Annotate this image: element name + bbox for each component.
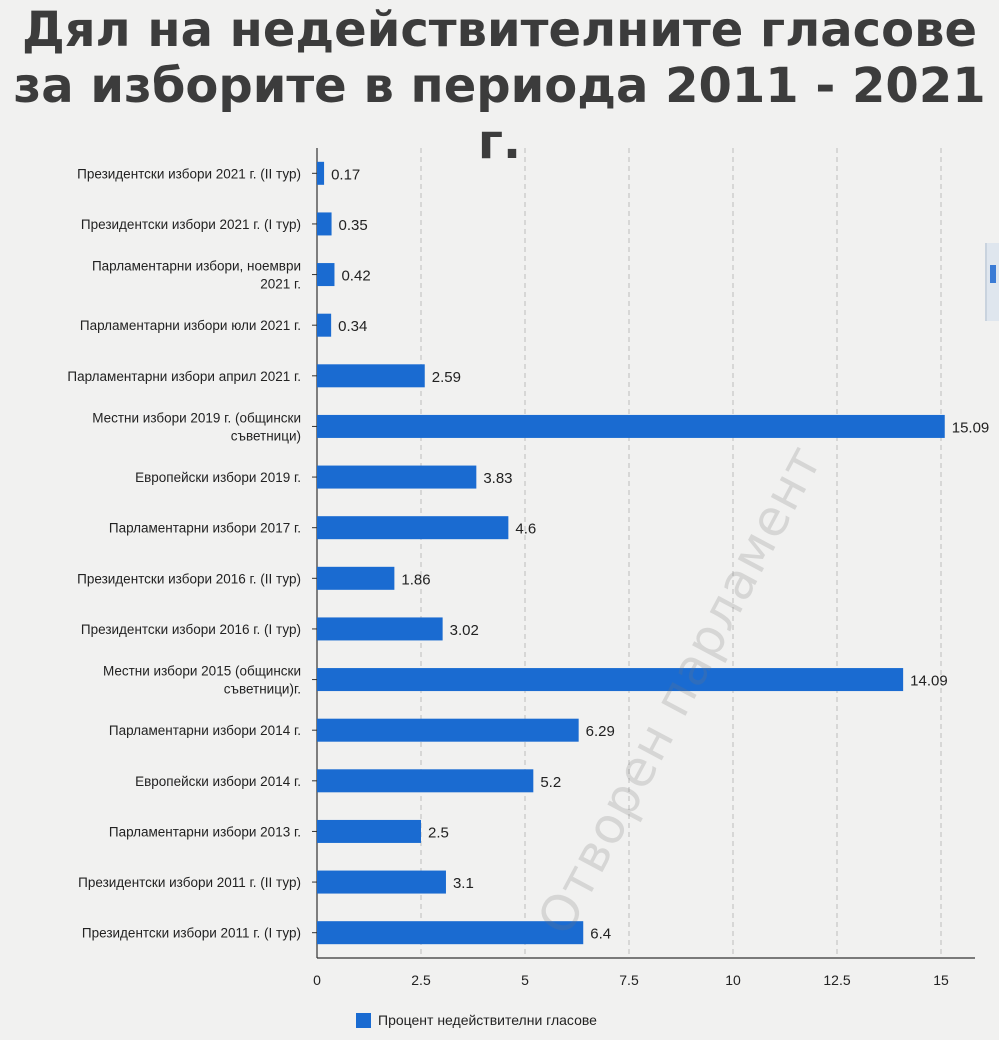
category-label: Парламентарни избори, ноември — [92, 259, 301, 274]
chart-title-line-1: Дял на недействителните гласове — [21, 2, 978, 58]
bar-value-label: 15.09 — [952, 419, 990, 436]
category-label: 2021 г. — [260, 277, 301, 292]
bar-value-label: 0.34 — [338, 318, 367, 335]
bar — [317, 769, 534, 793]
bar-value-label: 2.59 — [432, 369, 461, 386]
legend-swatch — [356, 1012, 371, 1028]
bar-value-label: 3.02 — [450, 622, 479, 639]
bar — [317, 263, 335, 287]
bar — [317, 718, 579, 742]
bar — [317, 212, 332, 236]
bar-value-label: 3.83 — [483, 470, 512, 487]
x-tick-label: 5 — [521, 972, 529, 988]
bar-value-label: 14.09 — [910, 673, 948, 690]
category-label: Президентски избори 2016 г. (I тур) — [81, 622, 301, 637]
side-panel-tab[interactable] — [985, 243, 999, 321]
bar — [317, 617, 443, 641]
bar — [317, 161, 325, 185]
x-tick-label: 2.5 — [411, 972, 431, 988]
bar-value-label: 6.29 — [586, 723, 615, 740]
category-label: Парламентарни избори 2014 г. — [109, 723, 301, 738]
bar-value-label: 1.86 — [401, 571, 430, 588]
legend: Процент недействителни гласове — [356, 1012, 597, 1028]
bar — [317, 921, 584, 945]
bar-value-label: 0.35 — [339, 217, 368, 234]
category-label: Президентски избори 2016 г. (II тур) — [77, 571, 301, 586]
x-tick-label: 7.5 — [619, 972, 639, 988]
bar — [317, 313, 332, 337]
bar-value-label: 0.42 — [341, 268, 370, 285]
bar — [317, 819, 421, 843]
bar — [317, 566, 395, 590]
category-label: Европейски избори 2019 г. — [135, 470, 301, 485]
chart-title: Дял на недействителните гласове за избор… — [0, 2, 999, 170]
category-label: Европейски избори 2014 г. — [135, 774, 301, 789]
bar — [317, 414, 945, 438]
x-tick-label: 12.5 — [823, 972, 850, 988]
bar-value-label: 5.2 — [540, 774, 561, 791]
category-label: Парламентарни избори 2017 г. — [109, 521, 301, 536]
category-label: Президентски избори 2021 г. (I тур) — [81, 217, 301, 232]
bar — [317, 516, 509, 540]
category-label: Президентски избори 2011 г. (I тур) — [82, 926, 301, 941]
category-label: Парламентарни избори юли 2021 г. — [80, 318, 301, 333]
chart-title-line-2: за изборите в периода 2011 - 2021 г. — [13, 58, 986, 170]
bar — [317, 870, 446, 894]
category-label: съветници)г. — [224, 682, 301, 697]
category-label: Президентски избори 2021 г. (II тур) — [77, 166, 301, 181]
x-tick-label: 0 — [313, 972, 321, 988]
category-label: Президентски избори 2011 г. (II тур) — [78, 875, 301, 890]
bar-value-label: 3.1 — [453, 875, 474, 892]
legend-label: Процент недействителни гласове — [378, 1012, 597, 1028]
bar — [317, 364, 425, 388]
category-label: Местни избори 2019 г. (общински — [92, 410, 301, 425]
bar-value-label: 2.5 — [428, 824, 449, 841]
bar — [317, 668, 904, 692]
bar-value-label: 6.4 — [590, 926, 611, 943]
bar-value-label: 0.17 — [331, 166, 360, 183]
category-label: Парламентарни избори 2013 г. — [109, 824, 301, 839]
category-label: Местни избори 2015 (общински — [103, 664, 301, 679]
bar-value-label: 4.6 — [515, 521, 536, 538]
category-label: Парламентарни избори април 2021 г. — [67, 369, 301, 384]
side-panel-icon — [990, 265, 996, 283]
category-label: съветници) — [231, 428, 301, 443]
bar — [317, 465, 477, 489]
x-tick-label: 10 — [725, 972, 741, 988]
x-tick-label: 15 — [933, 972, 949, 988]
